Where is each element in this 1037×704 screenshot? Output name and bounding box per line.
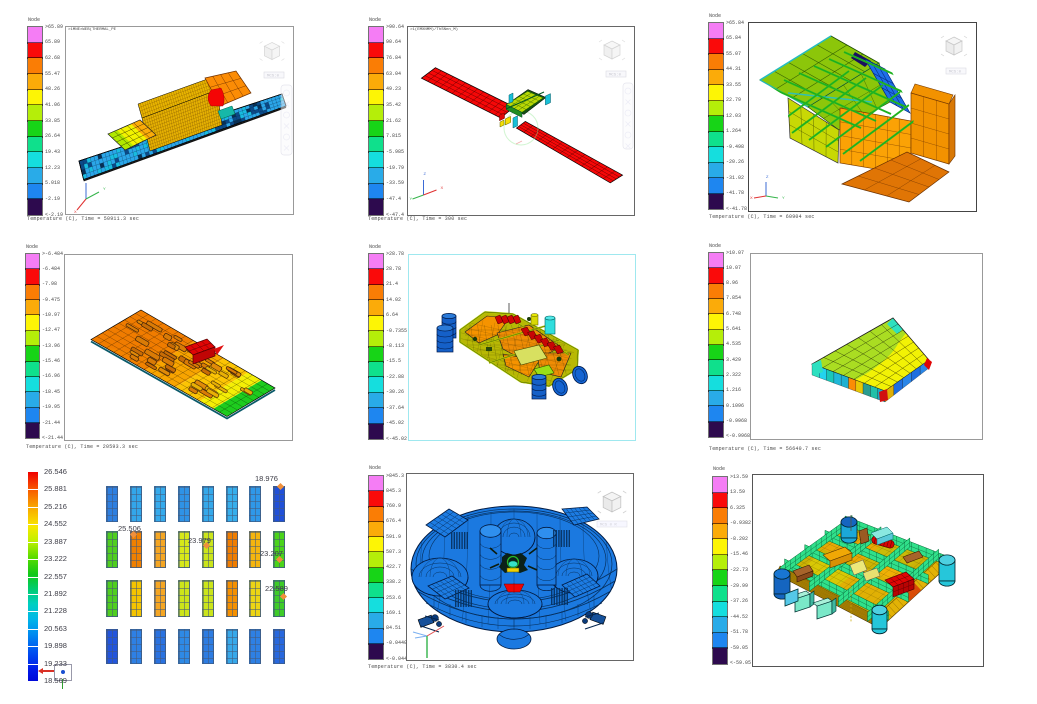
svg-text:X: X	[74, 209, 77, 214]
svg-text:MCS:0: MCS:0	[267, 75, 280, 79]
svg-text:X: X	[441, 185, 444, 190]
svg-text:X: X	[750, 195, 753, 200]
svg-text:Z: Z	[86, 174, 89, 179]
svg-text:Y: Y	[410, 196, 413, 201]
svg-text:Z: Z	[424, 171, 427, 176]
svg-text:MCS 0 R: MCS 0 R	[600, 524, 617, 528]
svg-text:MCS:0: MCS:0	[949, 71, 962, 75]
svg-text:Y: Y	[103, 186, 106, 191]
svg-text:Y: Y	[782, 195, 785, 200]
svg-text:Z: Z	[766, 174, 769, 179]
svg-text:MCS:0: MCS:0	[609, 74, 622, 78]
